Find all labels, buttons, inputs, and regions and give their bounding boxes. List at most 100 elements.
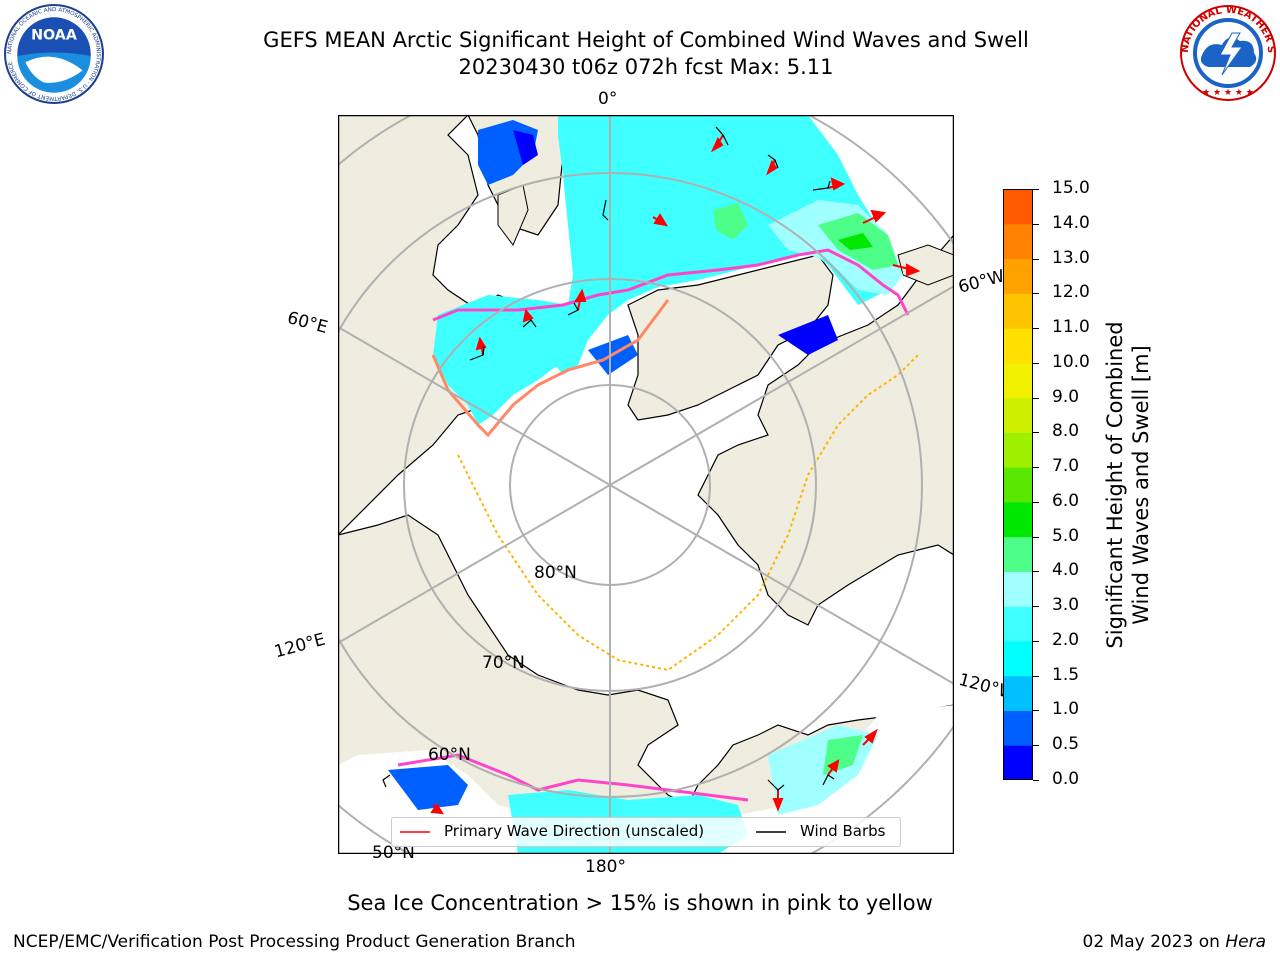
- noaa-logo-text: NOAA: [31, 28, 77, 44]
- colorbar-segment: [1003, 675, 1033, 711]
- colorbar: [1003, 189, 1033, 780]
- wave-direction-arrows: [430, 134, 921, 815]
- colorbar-tick-label: 13.0: [1052, 247, 1090, 268]
- colorbar-tick-mark: [1033, 710, 1039, 712]
- colorbar-tick-label: 1.0: [1052, 699, 1080, 720]
- label-lon-180: 180°: [585, 857, 626, 877]
- colorbar-tick-label: 4.0: [1052, 560, 1080, 581]
- meridian-120w: [609, 484, 954, 686]
- colorbar-tick-label: 0.0: [1052, 769, 1080, 789]
- colorbar-tick-mark: [1033, 223, 1039, 225]
- colorbar-tick-mark: [1033, 362, 1039, 364]
- colorbar-tick-label: 10.0: [1052, 351, 1090, 372]
- colorbar-segment: [1003, 293, 1033, 329]
- label-lat-80: 80°N: [534, 563, 577, 583]
- wave-field-okhotsk: [388, 765, 468, 810]
- wave-field-atlantic: [548, 115, 898, 375]
- colorbar-tick-label: 3.0: [1052, 595, 1080, 616]
- colorbar-segment: [1003, 258, 1033, 294]
- label-lat-50: 50°N: [372, 843, 415, 863]
- sea-ice-edge-siberia: [457, 354, 919, 672]
- label-lon-0: 0°: [598, 89, 618, 109]
- colorbar-tick-label: 15.0: [1052, 178, 1090, 198]
- label-lon-60e: 60°E: [285, 308, 330, 338]
- colorbar-tick-mark: [1033, 745, 1039, 747]
- colorbar-segment: [1003, 606, 1033, 642]
- colorbar-tick-label: 11.0: [1052, 317, 1090, 338]
- colorbar-tick-mark: [1033, 640, 1039, 642]
- footer-machine: Hera: [1225, 932, 1266, 952]
- colorbar-tick-label: 12.0: [1052, 282, 1090, 303]
- wave-field-baltic-dark: [513, 130, 538, 165]
- colorbar-segment: [1003, 710, 1033, 746]
- wave-field-atlantic-peak2: [838, 233, 873, 250]
- noaa-logo: NOAA NATIONAL OCEANIC AND ATMOSPHERIC AD…: [4, 4, 104, 104]
- wind-barbs: [382, 126, 835, 791]
- colorbar-tick-mark: [1033, 258, 1039, 260]
- colorbar-segment: [1003, 189, 1033, 225]
- colorbar-tick-label: 2.0: [1052, 629, 1080, 650]
- colorbar-segment: [1003, 467, 1033, 503]
- wave-field-barents: [433, 295, 578, 425]
- footer-date: 02 May 2023 on Hera: [1083, 932, 1267, 952]
- colorbar-tick-label: 0.5: [1052, 734, 1080, 755]
- colorbar-tick-mark: [1033, 606, 1039, 608]
- colorbar-tick-label: 8.0: [1052, 421, 1080, 442]
- colorbar-label-line2: Wind Waves and Swell [m]: [1129, 345, 1153, 625]
- chart-subtitle: 20230430 t06z 072h fcst Max: 5.11: [458, 55, 834, 79]
- colorbar-segment: [1003, 362, 1033, 399]
- colorbar-segment: [1003, 432, 1033, 468]
- colorbar-segment: [1003, 571, 1033, 607]
- graticule: [338, 115, 954, 854]
- colorbar-tick-label: 5.0: [1052, 525, 1080, 546]
- colorbar-tick-label: 7.0: [1052, 456, 1080, 477]
- colorbar-segment: [1003, 328, 1033, 364]
- colorbar-tick-mark: [1033, 328, 1039, 330]
- wave-field-greenland-dark: [778, 315, 838, 355]
- colorbar-tick-mark: [1033, 189, 1039, 190]
- colorbar-tick-mark: [1033, 571, 1039, 573]
- colorbar-label: Significant Height of Combined Wind Wave…: [1102, 321, 1154, 648]
- colorbar-segment: [1003, 397, 1033, 433]
- meridian-60w: [609, 284, 954, 486]
- colorbar-segment: [1003, 640, 1033, 677]
- label-lon-120e: 120°E: [272, 629, 328, 663]
- legend-barb-label: Wind Barbs: [800, 822, 886, 840]
- label-lon-60w: 60°W: [956, 266, 1007, 298]
- sea-ice-edge-atlantic: [432, 248, 910, 322]
- colorbar-tick-mark: [1033, 501, 1039, 503]
- wave-field-svalbard-green: [713, 203, 748, 240]
- colorbar-tick-mark: [1033, 780, 1039, 781]
- label-lat-70: 70°N: [482, 653, 525, 673]
- land-greenland: [627, 254, 834, 421]
- nws-logo: NATIONAL WEATHER SERVICE ★ ★ ★ ★ ★: [1178, 3, 1276, 101]
- chart-title: GEFS MEAN Arctic Significant Height of C…: [263, 28, 1029, 52]
- colorbar-segment: [1003, 536, 1033, 572]
- legend-barb-swatch: [756, 831, 786, 833]
- colorbar-tick-mark: [1033, 675, 1039, 677]
- map-frame: [338, 115, 954, 854]
- colorbar-tick-label: 14.0: [1052, 212, 1090, 233]
- colorbar-tick-label: 1.5: [1052, 664, 1080, 685]
- colorbar-frame: [1003, 189, 1033, 780]
- sea-ice-edge-pacific: [397, 753, 749, 802]
- colorbar-tick-mark: [1033, 536, 1039, 538]
- colorbar-segment: [1003, 501, 1033, 538]
- nws-stars: ★ ★ ★ ★ ★: [1202, 88, 1254, 98]
- sea-ice-note: Sea Ice Concentration > 15% is shown in …: [347, 891, 933, 915]
- polar-map: [338, 115, 954, 854]
- colorbar-segment: [1003, 223, 1033, 260]
- colorbar-tick-label: 9.0: [1052, 386, 1080, 407]
- meridian-120e: [338, 484, 611, 644]
- legend-wave-swatch: [400, 831, 430, 833]
- colorbar-label-line1: Significant Height of Combined: [1103, 321, 1127, 649]
- colorbar-tick-mark: [1033, 397, 1039, 399]
- map-legend: Primary Wave Direction (unscaled) Wind B…: [391, 817, 901, 847]
- label-lat-60: 60°N: [428, 745, 471, 765]
- land-kamchatka: [338, 705, 954, 854]
- meridian-60e: [338, 326, 611, 486]
- sea-ice-edge-barents: [431, 299, 670, 438]
- footer-branch: NCEP/EMC/Verification Post Processing Pr…: [13, 932, 576, 952]
- colorbar-tick-label: 6.0: [1052, 490, 1080, 511]
- colorbar-tick-mark: [1033, 432, 1039, 434]
